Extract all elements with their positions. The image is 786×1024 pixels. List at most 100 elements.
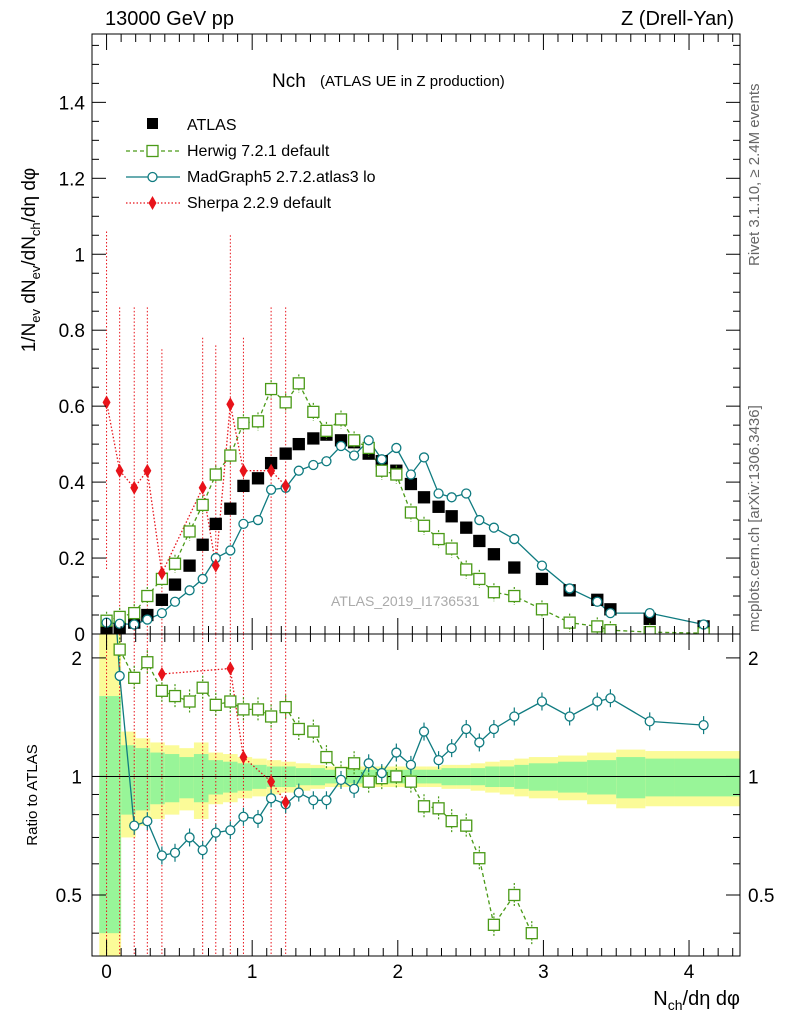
herwig-point <box>196 498 209 512</box>
madgraph-point <box>197 573 208 585</box>
herwig-point <box>563 616 576 629</box>
ratio-herwig-point <box>128 671 141 684</box>
ratio-herwig-point <box>525 927 538 940</box>
herwig-point <box>292 377 305 390</box>
ratio-madgraph-point <box>488 723 500 735</box>
legend-label-sherpa: Sherpa 2.2.9 default <box>187 195 332 212</box>
ratio-herwig-point <box>237 703 250 716</box>
herwig-point <box>128 606 141 620</box>
herwig-point <box>224 449 237 462</box>
atlas-point <box>535 572 549 586</box>
process-label: Z (Drell-Yan) <box>621 8 734 30</box>
ratio-madgraph-point <box>335 774 347 786</box>
ratio-madgraph-point <box>184 832 195 843</box>
ratio-madgraph-point <box>321 795 332 806</box>
atlas-point <box>196 538 209 551</box>
x-tick-label: 0 <box>101 962 112 983</box>
y-tick-label: 0.2 <box>59 549 85 570</box>
ratio-y-axis-label: Ratio to ATLAS <box>24 744 41 845</box>
band-inner-bin <box>208 760 224 795</box>
x-axis-label: Nch/dη dφ <box>653 988 740 1013</box>
ratio-madgraph-point <box>698 719 709 731</box>
herwig-point <box>347 434 361 447</box>
legend-label-madgraph: MadGraph5 2.7.2.atlas3 lo <box>187 169 376 186</box>
band-inner-bin <box>645 758 675 797</box>
madgraph-point <box>564 583 575 594</box>
ratio-y-tick-label: 1 <box>71 767 82 788</box>
herwig-point <box>307 405 320 418</box>
madgraph-point <box>293 465 304 476</box>
ratio-madgraph-point <box>265 793 277 804</box>
band-inner-bin <box>557 761 588 793</box>
madgraph-point <box>252 514 264 526</box>
madgraph-point <box>461 488 472 499</box>
band-inner-bin <box>223 761 238 793</box>
madgraph-point <box>605 607 616 619</box>
band-inner-bin <box>616 757 646 799</box>
herwig-point <box>320 424 333 437</box>
herwig-point <box>508 589 521 603</box>
madgraph-point <box>446 492 457 503</box>
legend-marker-madgraph <box>126 171 180 183</box>
atlas-point <box>432 500 445 513</box>
x-tick-label: 4 <box>684 962 695 983</box>
herwig-point <box>417 519 431 532</box>
ratio-madgraph-point <box>605 693 616 704</box>
herwig-point <box>237 417 250 430</box>
ratio-y-tick-label: 2 <box>71 649 82 670</box>
rivet-note: Rivet 3.1.10, ≥ 2.4M events <box>746 83 763 267</box>
energy-label: 13000 GeV pp <box>105 8 234 30</box>
madgraph-point <box>348 450 360 461</box>
herwig-point <box>279 396 292 409</box>
ratio-madgraph-point <box>197 844 208 856</box>
ratio-herwig-point <box>292 722 305 736</box>
ratio-herwig-point <box>347 757 361 770</box>
herwig-point <box>168 557 182 570</box>
ratio-herwig-point <box>487 918 501 931</box>
y-tick-label: 0.6 <box>59 397 85 418</box>
ratio-madgraph-point <box>156 850 168 861</box>
ratio-herwig-point <box>155 684 169 697</box>
ratio-herwig-point <box>445 815 458 828</box>
madgraph-point <box>308 459 319 471</box>
sherpa-point <box>198 480 207 495</box>
ratio-madgraph-point <box>418 726 430 737</box>
ratio-madgraph-point <box>446 742 457 754</box>
ratio-herwig-point <box>279 700 292 714</box>
madgraph-point <box>114 618 125 629</box>
ratio-herwig-point <box>404 775 418 788</box>
atlas-point <box>168 578 182 591</box>
ratio-madgraph-point <box>169 847 181 858</box>
ratio-herwig-point <box>224 695 237 708</box>
sherpa-point <box>281 478 290 493</box>
madgraph-point <box>142 614 153 625</box>
herwig-point <box>432 532 445 546</box>
ratio-madgraph-point <box>509 711 520 722</box>
herwig-point <box>141 589 154 603</box>
ratio-plot-panel <box>92 634 740 956</box>
ratio-sherpa-point <box>239 750 248 765</box>
y-tick-label: 1.4 <box>59 93 86 114</box>
ratio-herwig-point <box>508 888 521 902</box>
ratio-herwig-point <box>320 750 333 764</box>
ratio-y-tick-label-right: 0.5 <box>748 886 774 907</box>
ratio-madgraph-point <box>474 737 485 748</box>
atlas-point <box>209 517 222 531</box>
madgraph-point <box>184 585 195 596</box>
ratio-sherpa-point <box>226 661 235 676</box>
madgraph-point <box>376 454 387 465</box>
ratio-madgraph-point <box>644 716 655 727</box>
watermark: ATLAS_2019_I1736531 <box>331 593 480 609</box>
main-plot-panel <box>100 231 710 634</box>
ratio-plot-frame: 0 1 2 3 4 0.5 0.5 1 1 2 2 <box>56 633 774 983</box>
y-tick-label: 1.2 <box>59 169 85 190</box>
atlas-point <box>460 521 473 534</box>
herwig-point <box>643 625 656 634</box>
band-inner-bin <box>237 763 253 791</box>
atlas-point <box>224 502 237 515</box>
sherpa-point <box>226 397 235 412</box>
band-inner-bin <box>99 696 122 934</box>
atlas-point <box>404 477 418 491</box>
ratio-madgraph-point <box>363 758 374 769</box>
legend-marker-sherpa <box>126 196 180 210</box>
